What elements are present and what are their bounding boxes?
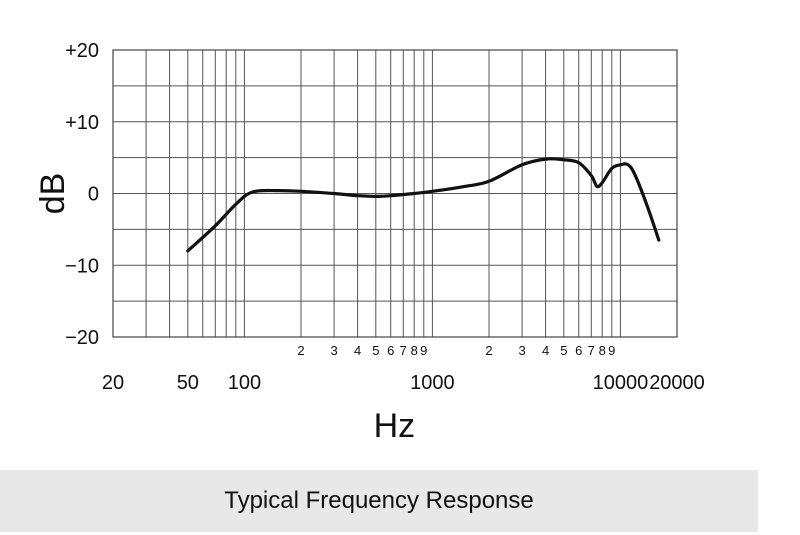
x-major-tick-labels: 20 50 100 1000 10000 20000 [102, 372, 705, 394]
chart-caption: Typical Frequency Response [224, 487, 534, 514]
x-minor-tick-label: 6 [575, 343, 582, 358]
x-minor-tick-label: 5 [560, 343, 567, 358]
chart-grid [113, 50, 677, 337]
x-minor-tick-label: 3 [330, 343, 337, 358]
x-minor-tick-label: 5 [372, 343, 379, 358]
x-major-tick-label: 20 [102, 372, 124, 394]
x-major-tick-label: 50 [177, 372, 199, 394]
response-curve [186, 157, 661, 253]
x-minor-tick-label: 7 [400, 343, 407, 358]
x-minor-tick-label: 8 [599, 343, 606, 358]
x-minor-tick-label: 6 [387, 343, 394, 358]
y-tick-label: 0 [88, 184, 99, 206]
plot-frame [112, 49, 678, 338]
x-minor-tick-label: 8 [411, 343, 418, 358]
x-minor-tick-label: 9 [608, 343, 615, 358]
x-major-tick-label: 10000 [593, 372, 649, 394]
x-minor-tick-label: 7 [588, 343, 595, 358]
y-tick-label: −20 [65, 327, 99, 349]
x-minor-tick-label: 2 [485, 343, 492, 358]
x-major-tick-label: 100 [228, 372, 261, 394]
y-axis-label: dB [34, 173, 72, 215]
x-axis-label: Hz [374, 407, 416, 445]
x-minor-tick-label: 4 [542, 343, 549, 358]
y-tick-label: −10 [65, 255, 99, 277]
x-major-tick-label: 20000 [649, 372, 705, 394]
y-tick-label: +10 [65, 112, 99, 134]
x-minor-tick-label: 4 [354, 343, 361, 358]
y-tick-labels: +20 +10 0 −10 −20 [65, 40, 99, 349]
x-minor-tick-label: 2 [297, 343, 304, 358]
x-minor-tick-label: 9 [420, 343, 427, 358]
caption-bar: Typical Frequency Response [0, 470, 758, 532]
y-tick-label: +20 [65, 40, 99, 62]
x-major-tick-label: 1000 [410, 372, 455, 394]
x-minor-tick-label: 3 [518, 343, 525, 358]
